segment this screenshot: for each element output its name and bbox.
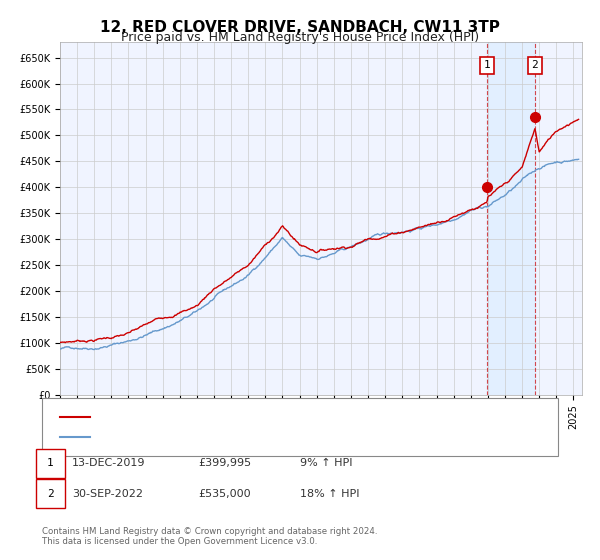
Text: £399,995: £399,995 bbox=[198, 458, 251, 468]
Text: 12, RED CLOVER DRIVE, SANDBACH, CW11 3TP: 12, RED CLOVER DRIVE, SANDBACH, CW11 3TP bbox=[100, 20, 500, 35]
Text: 1: 1 bbox=[47, 458, 54, 468]
Text: 2: 2 bbox=[47, 489, 54, 499]
Bar bbox=[487, 42, 535, 395]
Text: 13-DEC-2019: 13-DEC-2019 bbox=[72, 458, 146, 468]
Text: 30-SEP-2022: 30-SEP-2022 bbox=[72, 489, 143, 499]
Text: HPI: Average price, detached house, Cheshire East: HPI: Average price, detached house, Ches… bbox=[96, 432, 349, 442]
Text: 2: 2 bbox=[532, 60, 538, 71]
Text: 1: 1 bbox=[484, 60, 490, 71]
Text: Price paid vs. HM Land Registry's House Price Index (HPI): Price paid vs. HM Land Registry's House … bbox=[121, 31, 479, 44]
Text: 18% ↑ HPI: 18% ↑ HPI bbox=[300, 489, 359, 499]
Text: £535,000: £535,000 bbox=[198, 489, 251, 499]
Text: 9% ↑ HPI: 9% ↑ HPI bbox=[300, 458, 353, 468]
Text: 12, RED CLOVER DRIVE, SANDBACH, CW11 3TP (detached house): 12, RED CLOVER DRIVE, SANDBACH, CW11 3TP… bbox=[96, 412, 423, 422]
Text: Contains HM Land Registry data © Crown copyright and database right 2024.
This d: Contains HM Land Registry data © Crown c… bbox=[42, 526, 377, 546]
